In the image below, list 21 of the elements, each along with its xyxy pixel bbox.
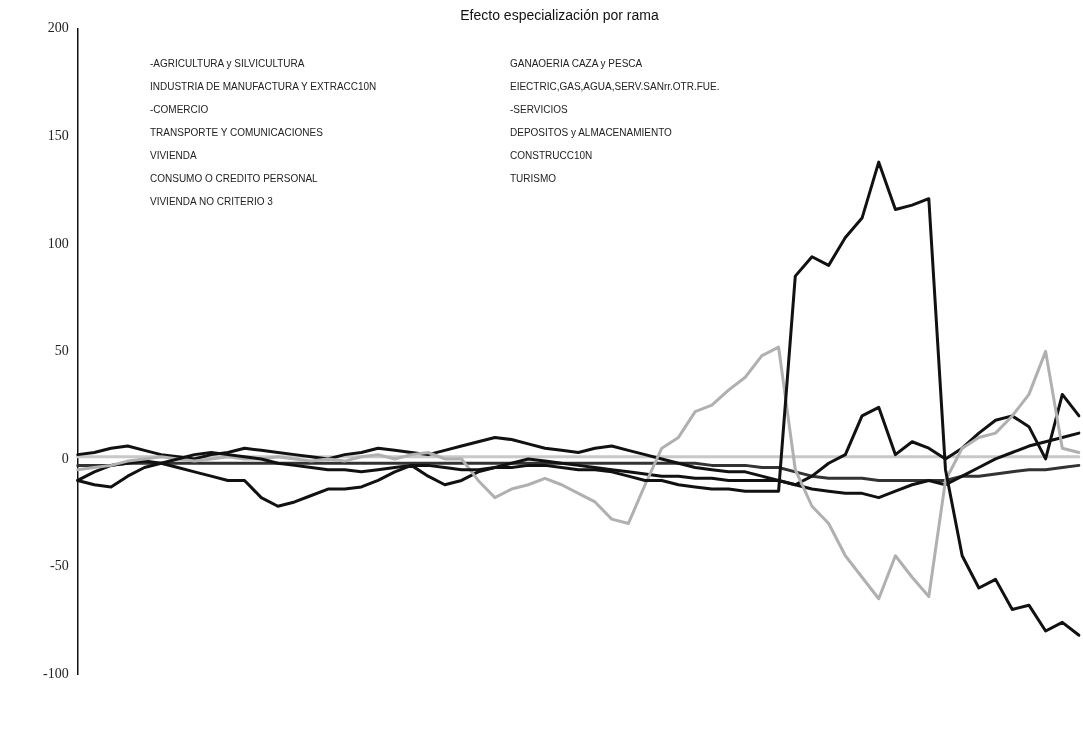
annotation: INDUSTRIA DE MANUFACTURA Y EXTRACC10N bbox=[150, 81, 377, 92]
annotation: GANAOERIA CAZA y PESCA bbox=[510, 58, 643, 69]
y-tick-label: 0 bbox=[61, 450, 69, 466]
y-tick-label: 150 bbox=[47, 128, 69, 144]
annotation: -AGRICULTURA y SILVICULTURA bbox=[150, 58, 305, 69]
annotation: -COMERCIO bbox=[150, 104, 209, 115]
annotation: -SERVICIOS bbox=[510, 104, 568, 115]
y-tick-label: 200 bbox=[47, 20, 69, 36]
annotation: EIECTRIC,GAS,AGUA,SERV.SANrr.OTR.FUE. bbox=[510, 81, 720, 92]
annotation: VIVIENDA bbox=[150, 150, 197, 161]
annotation: VIVIENDA NO CRITERIO 3 bbox=[150, 196, 273, 207]
y-tick-label: -100 bbox=[42, 665, 69, 681]
y-tick-label: 100 bbox=[47, 235, 69, 251]
chart-title: Efecto especialización por rama bbox=[460, 7, 659, 24]
annotation: CONSUMO O CREDITO PERSONAL bbox=[150, 173, 318, 184]
annotation: DEPOSITOS y ALMACENAMIENTO bbox=[510, 127, 672, 138]
y-tick-label: 50 bbox=[54, 343, 69, 359]
annotation: TRANSPORTE Y COMUNICACIONES bbox=[150, 127, 323, 138]
y-tick-label: -50 bbox=[49, 558, 69, 574]
annotation: TURISMO bbox=[510, 173, 557, 184]
annotation: CONSTRUCC10N bbox=[510, 150, 593, 161]
